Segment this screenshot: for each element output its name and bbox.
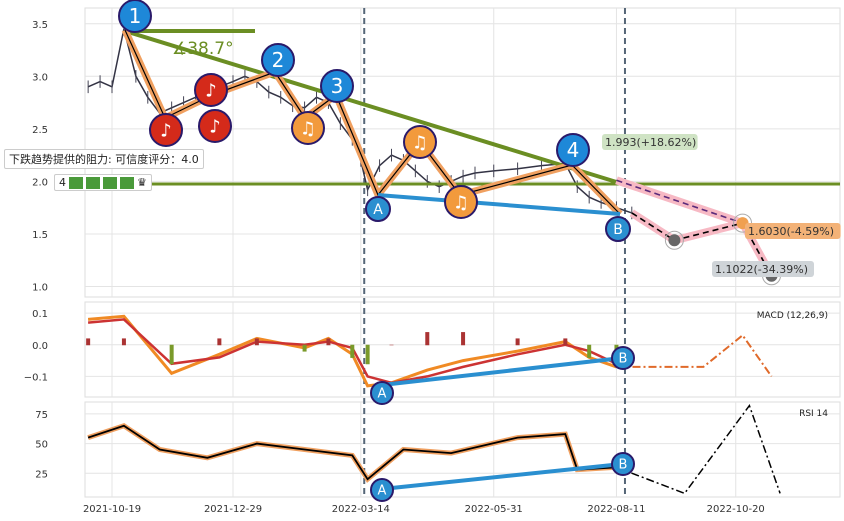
y-tick-label: −0.1 <box>24 372 48 383</box>
orange-note-icon-text: ♫ <box>453 192 469 213</box>
red-note-icon-text: ♪ <box>205 80 217 101</box>
wave-label-4-text: 4 <box>567 138 580 162</box>
macd-histogram-bar <box>587 344 592 358</box>
wave-label-3 <box>320 69 354 103</box>
target-up-label-bg <box>602 134 698 150</box>
x-tick-label: 2022-05-31 <box>465 504 523 515</box>
orange-note-icon-text: ♫ <box>300 118 316 139</box>
red-note-icon-text: ♪ <box>209 116 221 137</box>
y-tick-label: 3.5 <box>32 20 48 31</box>
point-A <box>365 196 391 222</box>
rsi-projection <box>616 404 781 495</box>
rsi-label: RSI 14 <box>799 409 828 419</box>
wave-label-4 <box>556 133 590 167</box>
macd-histogram-bar <box>121 338 126 346</box>
orange-note-icon <box>403 125 437 159</box>
point-B-text: B <box>613 222 623 238</box>
red-note-icon <box>194 73 228 107</box>
target-mid-label-bg <box>745 223 841 239</box>
macd-histogram-bar <box>461 332 466 346</box>
y-tick-label: 1.0 <box>32 282 48 293</box>
wave-label-3-text: 3 <box>331 74 344 98</box>
panel-frame <box>84 301 841 398</box>
macd-point-B-text: B <box>619 352 628 367</box>
x-tick-label: 2021-12-29 <box>204 504 262 515</box>
target-up-label: 1.993(+18.62%) <box>605 136 696 149</box>
macd-point-B <box>611 346 635 370</box>
target-low-label-bg <box>712 261 814 277</box>
projection-path <box>631 212 773 277</box>
score-label: 4 <box>59 176 66 189</box>
y-tick-label: 50 <box>35 440 48 451</box>
x-tick-label: 2022-10-20 <box>707 504 765 515</box>
point-A-text: A <box>373 202 383 218</box>
rsi-divergence-line <box>381 462 623 491</box>
macd-histogram-bar <box>169 344 174 365</box>
orange-note-icon <box>291 111 325 145</box>
rsi-point-A-text: A <box>378 484 387 499</box>
red-note-icon <box>149 113 183 147</box>
rsi-point-B <box>611 452 635 476</box>
support-line-AB <box>377 193 621 216</box>
score-icon <box>69 176 83 189</box>
wave-label-1-text: 1 <box>129 4 142 28</box>
macd-point-A <box>370 381 394 405</box>
macd-histogram-bar <box>254 338 259 346</box>
macd-point-A-text: A <box>378 387 387 402</box>
macd-divergence-line <box>381 356 623 387</box>
y-tick-label: 75 <box>35 410 48 421</box>
score-badge: 4 ♛ <box>54 174 152 191</box>
target-mid-label: 1.6030(-4.59%) <box>748 225 834 238</box>
x-tick-label: 2022-08-11 <box>587 504 645 515</box>
target-low-label: 1.1022(-34.39%) <box>715 263 808 276</box>
red-note-icon <box>198 109 232 143</box>
y-tick-label: 2.0 <box>32 177 48 188</box>
rsi-line <box>87 424 617 481</box>
macd-line <box>87 314 617 388</box>
y-tick-label: 25 <box>35 469 48 480</box>
orange-note-icon-text: ♫ <box>412 132 428 153</box>
rsi-point-B-text: B <box>619 458 628 473</box>
resistance-tooltip: 下跌趋势提供的阻力: 可信度评分：4.0 <box>4 149 204 169</box>
downtrend-line <box>124 29 624 186</box>
projection-point-ring <box>664 230 684 250</box>
macd-projection <box>616 333 773 377</box>
macd-histogram-bar <box>350 344 355 358</box>
macd-histogram-bar <box>326 338 331 346</box>
macd-histogram-bar <box>217 338 222 346</box>
x-tick-label: 2022-03-14 <box>332 504 390 515</box>
rsi-point-A <box>370 478 394 502</box>
macd-histogram-bar <box>515 338 520 346</box>
x-tick-label: 2021-10-19 <box>83 504 141 515</box>
wave-label-1 <box>118 0 152 33</box>
y-tick-label: 2.5 <box>32 125 48 136</box>
projection-upper <box>616 179 743 224</box>
y-tick-label: 0.0 <box>32 341 48 352</box>
macd-histogram-bar <box>302 344 307 352</box>
angle-label: ∡38.7° <box>172 39 234 59</box>
macd-histogram-bar <box>365 344 370 365</box>
macd-histogram-bar <box>389 344 394 346</box>
macd-histogram-bar <box>425 332 430 346</box>
y-tick-label: 0.1 <box>32 309 48 320</box>
y-tick-label: 1.5 <box>32 230 48 241</box>
red-note-icon-text: ♪ <box>160 120 172 141</box>
wave-label-2 <box>261 43 295 77</box>
wave-label-2-text: 2 <box>272 48 285 72</box>
score-icon <box>120 176 134 189</box>
projection-point <box>668 234 681 247</box>
score-icon <box>86 176 100 189</box>
orange-note-icon <box>444 185 478 219</box>
score-icon <box>103 176 117 189</box>
point-B <box>605 216 631 242</box>
macd-label: MACD (12,26,9) <box>757 311 828 321</box>
macd-histogram-bar <box>563 338 568 346</box>
score-empty-icon: ♛ <box>137 176 147 189</box>
y-tick-label: 3.0 <box>32 72 48 83</box>
signal-line <box>87 318 618 385</box>
macd-histogram-bar <box>86 338 91 346</box>
